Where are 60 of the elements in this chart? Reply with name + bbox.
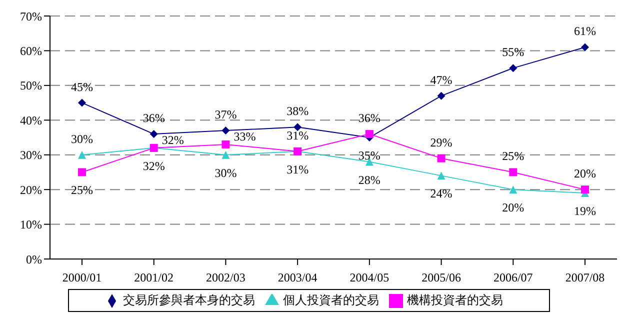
data-label: 25% <box>71 183 93 198</box>
point <box>222 150 230 159</box>
point <box>509 186 518 194</box>
legend-label: 交易所參與者本身的交易 <box>123 293 255 307</box>
data-label: 36% <box>142 111 165 126</box>
legend-label: 機構投資者的交易 <box>407 293 503 307</box>
legend-label: 個人投資者的交易 <box>283 293 379 307</box>
x-tick-label: 2002/03 <box>206 270 246 285</box>
data-label: 45% <box>71 80 93 94</box>
x-tick-label: 2003/04 <box>278 270 318 285</box>
point <box>365 130 374 138</box>
point <box>294 123 302 132</box>
x-tick-label: 2000/01 <box>62 270 102 285</box>
x-tick-label: 2005/06 <box>422 270 461 285</box>
data-label: 31% <box>286 162 309 176</box>
data-label: 31% <box>286 128 309 142</box>
data-label: 33% <box>234 129 256 144</box>
point <box>437 92 446 100</box>
x-tick-label: 2006/07 <box>493 270 533 285</box>
y-tick-label: 40% <box>20 113 42 128</box>
point <box>581 186 589 194</box>
y-tick-label: 20% <box>20 182 42 197</box>
point <box>222 140 230 148</box>
data-label: 20% <box>502 200 524 215</box>
data-label: 61% <box>574 24 596 38</box>
point <box>509 168 518 176</box>
point <box>437 154 446 162</box>
data-label: 19% <box>574 204 596 218</box>
data-label: 36% <box>358 111 380 126</box>
x-tick-label: 2007/08 <box>565 270 605 285</box>
point <box>222 126 230 135</box>
data-label: 29% <box>430 135 452 150</box>
x-tick-label: 2001/02 <box>134 270 174 285</box>
data-label: 47% <box>430 72 452 87</box>
data-label: 55% <box>502 45 524 60</box>
x-tick-label: 2004/05 <box>350 270 390 285</box>
data-label: 32% <box>162 132 184 147</box>
point <box>437 172 446 180</box>
y-tick-label: 50% <box>20 78 42 93</box>
data-label: 28% <box>358 172 380 187</box>
data-label: 32% <box>142 158 165 173</box>
point <box>581 43 589 52</box>
point <box>78 98 86 107</box>
data-label: 30% <box>71 132 93 146</box>
point <box>509 64 518 72</box>
data-label: 20% <box>574 166 596 181</box>
data-label: 25% <box>502 149 524 164</box>
point <box>78 150 86 159</box>
data-label: 35% <box>358 148 380 162</box>
data-label: 37% <box>214 108 237 122</box>
y-tick-label: 30% <box>20 148 42 162</box>
y-tick-label: 10% <box>20 218 42 232</box>
point <box>150 130 158 138</box>
data-label: 24% <box>430 186 452 201</box>
y-tick-label: 70% <box>20 9 42 24</box>
y-tick-label: 60% <box>20 44 42 58</box>
data-label: 38% <box>286 104 309 118</box>
point <box>78 168 86 176</box>
data-label: 30% <box>214 166 237 180</box>
y-tick-label: 0% <box>26 252 42 266</box>
